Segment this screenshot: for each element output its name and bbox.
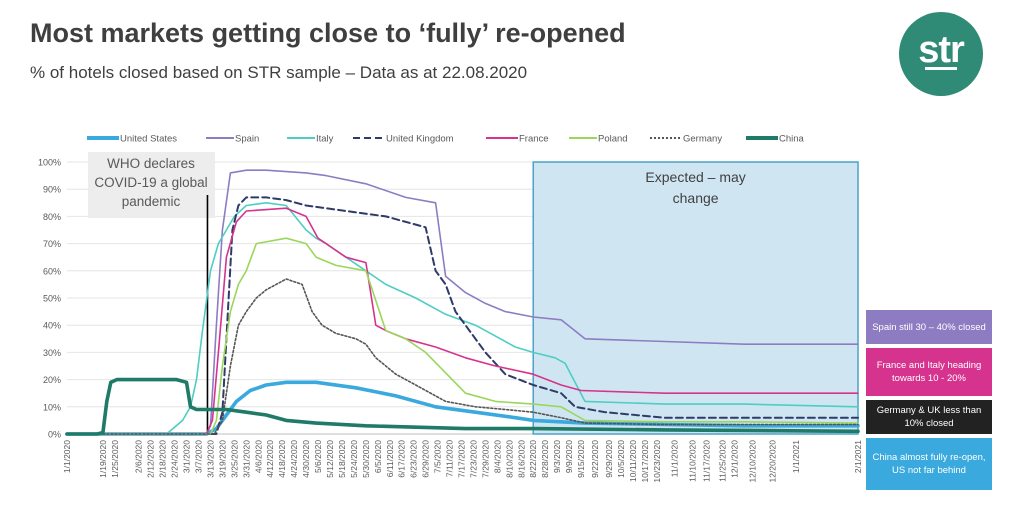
x-tick-label: 10/23/2020 — [652, 440, 662, 483]
y-tick-label: 10% — [43, 402, 61, 412]
legend-label: China — [779, 134, 805, 145]
expected-region — [532, 161, 859, 435]
x-tick-label: 10/5/2020 — [616, 440, 626, 478]
legend-label: Italy — [316, 134, 334, 145]
expected-text: change — [673, 190, 719, 206]
legend-label: United States — [120, 134, 177, 145]
x-tick-label: 7/17/2020 — [457, 440, 467, 478]
expected-text: Expected – may — [645, 169, 745, 185]
x-tick-label: 4/18/2020 — [277, 440, 287, 478]
series-line-china — [65, 377, 860, 436]
y-tick-label: 60% — [43, 266, 61, 276]
y-tick-label: 80% — [43, 212, 61, 222]
legend-label: Poland — [598, 134, 628, 145]
callout-germany-uk: Germany & UK less than 10% closed — [866, 400, 992, 434]
x-tick-label: 3/1/2020 — [182, 440, 192, 473]
legend-label: France — [519, 134, 549, 145]
x-tick-label: 10/17/2020 — [640, 440, 650, 483]
x-tick-label: 7/29/2020 — [480, 440, 490, 478]
x-tick-label: 1/25/2020 — [110, 440, 120, 478]
x-tick-label: 5/12/2020 — [325, 440, 335, 478]
series-line-united-kingdom — [66, 196, 859, 435]
x-tick-label: 1/1/2021 — [791, 440, 801, 473]
legend-label: Spain — [235, 134, 259, 145]
x-tick-label: 4/24/2020 — [289, 440, 299, 478]
legend-label: Germany — [683, 134, 722, 145]
y-tick-label: 50% — [43, 294, 61, 304]
str-logo: str — [899, 12, 983, 96]
x-tick-label: 6/17/2020 — [397, 440, 407, 478]
x-tick-label: 2/6/2020 — [134, 440, 144, 473]
x-tick-label: 4/30/2020 — [301, 440, 311, 478]
x-tick-label: 8/10/2020 — [504, 440, 514, 478]
x-tick-label: 9/29/2020 — [604, 440, 614, 478]
x-tick-label: 5/30/2020 — [361, 440, 371, 478]
callout-spain: Spain still 30 – 40% closed — [866, 310, 992, 344]
x-tick-label: 6/23/2020 — [409, 440, 419, 478]
page-title: Most markets getting close to ‘fully’ re… — [30, 18, 626, 48]
x-tick-label: 7/5/2020 — [433, 440, 443, 473]
x-tick-label: 1/19/2020 — [98, 440, 108, 478]
x-tick-label: 10/11/2020 — [628, 440, 638, 482]
x-tick-label: 3/31/2020 — [241, 440, 251, 478]
x-tick-label: 3/19/2020 — [217, 440, 227, 478]
x-tick-label: 6/5/2020 — [373, 440, 383, 473]
callout-france-italy: France and Italy heading towards 10 - 20… — [866, 348, 992, 396]
x-tick-label: 11/17/2020 — [702, 440, 712, 482]
x-tick-label: 2/24/2020 — [170, 440, 180, 478]
legend-label: United Kingdom — [386, 134, 454, 145]
series-line-germany — [66, 278, 859, 435]
x-tick-label: 4/12/2020 — [265, 440, 275, 478]
x-tick-label: 5/24/2020 — [349, 440, 359, 478]
x-tick-label: 8/28/2020 — [540, 440, 550, 478]
annotation-text: WHO declares — [107, 156, 195, 171]
x-tick-label: 2/18/2020 — [158, 440, 168, 478]
x-tick-label: 6/11/2020 — [385, 440, 395, 477]
x-tick-label: 9/3/2020 — [552, 440, 562, 473]
annotation-text: pandemic — [122, 194, 181, 209]
x-tick-label: 5/18/2020 — [337, 440, 347, 478]
x-tick-label: 8/4/2020 — [492, 440, 502, 473]
x-tick-label: 3/7/2020 — [194, 440, 204, 473]
series-line-france — [66, 207, 859, 435]
y-tick-label: 0% — [48, 430, 61, 440]
x-tick-label: 9/15/2020 — [576, 440, 586, 478]
annotation-box — [88, 152, 215, 218]
x-tick-label: 7/23/2020 — [469, 440, 479, 478]
series-line-spain — [66, 169, 859, 435]
x-tick-label: 11/10/2020 — [688, 440, 698, 482]
y-tick-label: 90% — [43, 185, 61, 195]
y-tick-label: 70% — [43, 239, 61, 249]
x-tick-label: 6/29/2020 — [421, 440, 431, 478]
x-tick-label: 2/12/2020 — [146, 440, 156, 478]
logo-underline — [925, 67, 957, 70]
x-tick-label: 4/6/2020 — [253, 440, 263, 473]
annotation-text: COVID-19 a global — [94, 175, 207, 190]
page-subtitle: % of hotels closed based on STR sample –… — [30, 63, 528, 82]
y-tick-label: 100% — [38, 158, 61, 168]
x-tick-label: 8/22/2020 — [528, 440, 538, 478]
x-tick-label: 3/25/2020 — [229, 440, 239, 478]
x-tick-label: 8/16/2020 — [516, 440, 526, 478]
x-tick-label: 9/22/2020 — [590, 440, 600, 478]
x-tick-label: 7/11/2020 — [445, 440, 455, 477]
y-tick-label: 30% — [43, 348, 61, 358]
x-tick-label: 9/9/2020 — [564, 440, 574, 473]
series-line-poland — [66, 237, 859, 435]
y-tick-label: 20% — [43, 375, 61, 385]
logo-text: str — [918, 28, 965, 71]
callout-china-us: China almost fully re-open, US not far b… — [866, 438, 992, 490]
x-tick-label: 5/6/2020 — [313, 440, 323, 473]
x-tick-label: 12/10/2020 — [747, 440, 757, 483]
x-tick-label: 2/1/2021 — [853, 440, 863, 473]
y-tick-label: 40% — [43, 321, 61, 331]
x-tick-label: 12/1/2020 — [730, 440, 740, 478]
x-tick-label: 3/13/2020 — [206, 440, 216, 478]
x-tick-label: 1/1/2020 — [62, 440, 72, 473]
x-tick-label: 11/1/2020 — [670, 440, 680, 477]
x-tick-label: 11/25/2020 — [718, 440, 728, 482]
x-tick-label: 12/20/2020 — [767, 440, 777, 483]
